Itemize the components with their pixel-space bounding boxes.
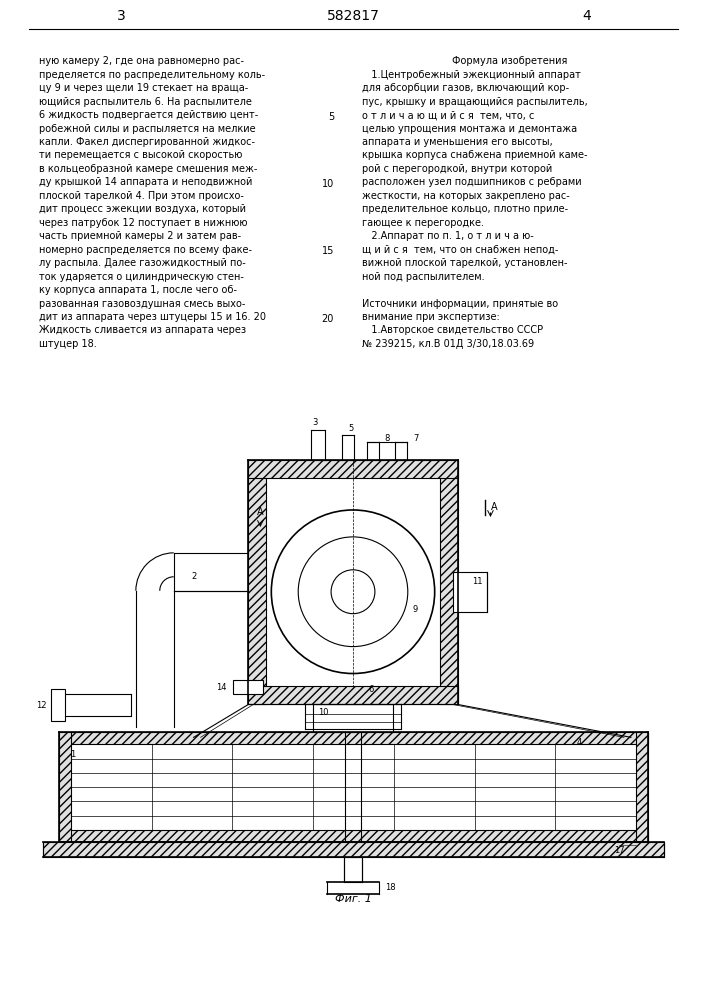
Text: 4: 4 xyxy=(576,738,582,747)
Text: жесткости, на которых закреплено рас-: жесткости, на которых закреплено рас- xyxy=(362,191,570,201)
Text: 4: 4 xyxy=(583,9,592,23)
Text: 11: 11 xyxy=(472,577,483,586)
Text: дит из аппарата через штуцеры 15 и 16. 20: дит из аппарата через штуцеры 15 и 16. 2… xyxy=(40,312,267,322)
Text: 12: 12 xyxy=(36,701,47,710)
Text: ющийся распылитель 6. На распылителе: ющийся распылитель 6. На распылителе xyxy=(40,97,252,107)
Text: ду крышкой 14 аппарата и неподвижной: ду крышкой 14 аппарата и неподвижной xyxy=(40,177,252,187)
Text: 9: 9 xyxy=(412,605,417,614)
Text: 18: 18 xyxy=(385,883,396,892)
Text: ной под распылителем.: ной под распылителем. xyxy=(362,272,484,282)
Text: 5: 5 xyxy=(349,424,354,433)
Bar xyxy=(59,732,648,744)
Text: капли. Факел диспергированной жидкос-: капли. Факел диспергированной жидкос- xyxy=(40,137,255,147)
Text: для абсорбции газов, включающий кор-: для абсорбции газов, включающий кор- xyxy=(362,83,569,93)
Bar xyxy=(344,857,362,882)
Text: щ и й с я  тем, что он снабжен непод-: щ и й с я тем, что он снабжен непод- xyxy=(362,245,559,255)
Text: 1.Центробежный эжекционный аппарат: 1.Центробежный эжекционный аппарат xyxy=(362,70,581,80)
Text: 2: 2 xyxy=(191,572,197,581)
Bar xyxy=(636,732,648,842)
Text: робежной силы и распыляется на мелкие: робежной силы и распыляется на мелкие xyxy=(40,124,256,134)
Bar xyxy=(233,680,263,694)
Text: штуцер 18.: штуцер 18. xyxy=(40,339,97,349)
Text: часть приемной камеры 2 и затем рав-: часть приемной камеры 2 и затем рав- xyxy=(40,231,241,241)
Text: лу распыла. Далее газожидкостный по-: лу распыла. Далее газожидкостный по- xyxy=(40,258,246,268)
Text: ти перемещается с высокой скоростью: ти перемещается с высокой скоростью xyxy=(40,150,243,160)
Text: A: A xyxy=(257,507,264,517)
Text: 20: 20 xyxy=(322,314,334,324)
Text: рой с перегородкой, внутри которой: рой с перегородкой, внутри которой xyxy=(362,164,552,174)
Text: 15: 15 xyxy=(322,246,334,256)
Text: ку корпуса аппарата 1, после чего об-: ку корпуса аппарата 1, после чего об- xyxy=(40,285,238,295)
Bar xyxy=(440,460,457,704)
Text: Фиг. 1: Фиг. 1 xyxy=(334,894,371,904)
Text: плоской тарелкой 4. При этом происхо-: плоской тарелкой 4. При этом происхо- xyxy=(40,191,244,201)
Text: 17: 17 xyxy=(614,846,624,855)
Text: разованная газовоздушная смесь выхо-: разованная газовоздушная смесь выхо- xyxy=(40,299,245,309)
Text: вижной плоской тарелкой, установлен-: вижной плоской тарелкой, установлен- xyxy=(362,258,568,268)
Text: 5: 5 xyxy=(328,112,334,122)
Text: цу 9 и через щели 19 стекает на враща-: цу 9 и через щели 19 стекает на враща- xyxy=(40,83,248,93)
Text: № 239215, кл.В 01Д 3/30,18.03.69: № 239215, кл.В 01Д 3/30,18.03.69 xyxy=(362,339,534,349)
Text: 10: 10 xyxy=(318,708,328,717)
Text: крышка корпуса снабжена приемной каме-: крышка корпуса снабжена приемной каме- xyxy=(362,150,588,160)
Text: Жидкость сливается из аппарата через: Жидкость сливается из аппарата через xyxy=(40,325,246,335)
Bar xyxy=(248,686,457,704)
Text: 6 жидкость подвергается действию цент-: 6 жидкость подвергается действию цент- xyxy=(40,110,259,120)
Bar xyxy=(313,704,393,732)
Text: номерно распределяется по всему факе-: номерно распределяется по всему факе- xyxy=(40,245,252,255)
Text: Источники информации, принятые во: Источники информации, принятые во xyxy=(362,299,558,309)
Text: пус, крышку и вращающийся распылитель,: пус, крышку и вращающийся распылитель, xyxy=(362,97,588,107)
Text: 6: 6 xyxy=(368,685,373,694)
Text: 10: 10 xyxy=(322,179,334,189)
Text: 7: 7 xyxy=(413,434,419,443)
Text: дит процесс эжекции воздуха, который: дит процесс эжекции воздуха, который xyxy=(40,204,246,214)
Text: аппарата и уменьшения его высоты,: аппарата и уменьшения его высоты, xyxy=(362,137,553,147)
Text: в кольцеобразной камере смешения меж-: в кольцеобразной камере смешения меж- xyxy=(40,164,257,174)
Bar xyxy=(59,732,71,842)
Text: A: A xyxy=(491,502,497,512)
Text: пределяется по распределительному коль-: пределяется по распределительному коль- xyxy=(40,70,265,80)
Text: 582817: 582817 xyxy=(327,9,380,23)
Bar xyxy=(248,460,457,478)
Text: целью упрощения монтажа и демонтажа: целью упрощения монтажа и демонтажа xyxy=(362,124,577,134)
Text: 3: 3 xyxy=(312,418,318,427)
Bar xyxy=(43,842,664,857)
Text: 14: 14 xyxy=(216,683,227,692)
Text: через патрубок 12 поступает в нижнюю: через патрубок 12 поступает в нижнюю xyxy=(40,218,247,228)
Text: 3: 3 xyxy=(117,9,125,23)
Text: Формула изобретения: Формула изобретения xyxy=(452,56,567,66)
Text: о т л и ч а ю щ и й с я  тем, что, с: о т л и ч а ю щ и й с я тем, что, с xyxy=(362,110,534,120)
Text: ток ударяется о цилиндрическую стен-: ток ударяется о цилиндрическую стен- xyxy=(40,272,244,282)
Text: ную камеру 2, где она равномерно рас-: ную камеру 2, где она равномерно рас- xyxy=(40,56,244,66)
Bar xyxy=(59,830,648,842)
Text: 8: 8 xyxy=(384,434,390,443)
Text: 2.Аппарат по п. 1, о т л и ч а ю-: 2.Аппарат по п. 1, о т л и ч а ю- xyxy=(362,231,534,241)
Text: 1: 1 xyxy=(71,750,76,759)
Bar xyxy=(248,460,267,704)
Text: расположен узел подшипников с ребрами: расположен узел подшипников с ребрами xyxy=(362,177,582,187)
Text: 1.Авторское свидетельство СССР: 1.Авторское свидетельство СССР xyxy=(362,325,543,335)
Bar xyxy=(51,689,65,721)
Text: внимание при экспертизе:: внимание при экспертизе: xyxy=(362,312,500,322)
Bar xyxy=(452,572,487,612)
Text: гающее к перегородке.: гающее к перегородке. xyxy=(362,218,484,228)
Text: пределительное кольцо, плотно приле-: пределительное кольцо, плотно приле- xyxy=(362,204,568,214)
